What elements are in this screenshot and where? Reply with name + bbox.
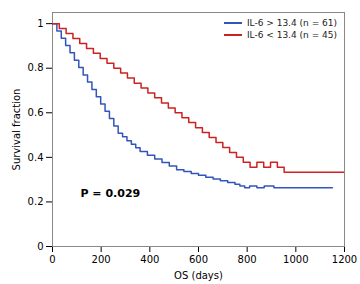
svg-text:800: 800 [238,254,257,265]
svg-text:0.6: 0.6 [28,107,44,118]
svg-text:0: 0 [37,241,43,252]
svg-text:1200: 1200 [332,254,357,265]
svg-text:400: 400 [140,254,159,265]
html-text:IL-6 < 13.4 (n = 45): IL-6 < 13.4 (n = 45) [246,30,337,40]
svg-text:0.8: 0.8 [28,62,44,73]
svg-text:P = 0.029: P = 0.029 [80,187,140,200]
svg-text:200: 200 [92,254,111,265]
svg-text:1: 1 [37,18,43,29]
svg-text:0.2: 0.2 [28,196,44,207]
svg-text:600: 600 [189,254,208,265]
svg-text:Survival fraction: Survival fraction [11,89,22,171]
svg-text:0.4: 0.4 [28,152,44,163]
svg-text:OS (days): OS (days) [174,270,223,281]
svg-text:0: 0 [49,254,55,265]
html-text:IL-6 > 13.4 (n = 61): IL-6 > 13.4 (n = 61) [246,18,337,28]
svg-text:1000: 1000 [283,254,308,265]
